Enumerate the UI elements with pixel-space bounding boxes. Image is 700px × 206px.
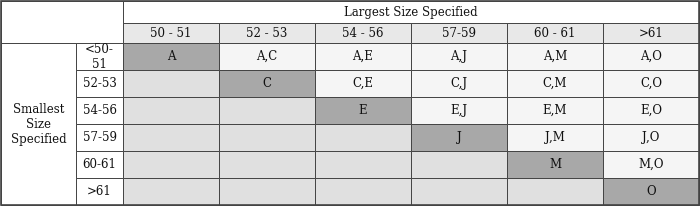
Bar xyxy=(76,70,123,97)
Text: M: M xyxy=(549,158,561,171)
Text: 54-56: 54-56 xyxy=(83,104,116,117)
Bar xyxy=(123,178,219,205)
Bar xyxy=(507,43,603,70)
Bar xyxy=(411,124,507,151)
Bar xyxy=(507,70,603,97)
Bar xyxy=(123,97,219,124)
Text: A,J: A,J xyxy=(451,50,468,63)
Bar xyxy=(1,43,76,205)
Text: A,M: A,M xyxy=(542,50,567,63)
Bar xyxy=(411,97,507,124)
Text: E,O: E,O xyxy=(640,104,662,117)
Bar xyxy=(507,151,603,178)
Text: J,M: J,M xyxy=(545,131,565,144)
Bar xyxy=(219,23,315,43)
Bar xyxy=(219,151,315,178)
Text: <50-
51: <50- 51 xyxy=(85,42,114,70)
Bar xyxy=(411,43,507,70)
Text: 52-53: 52-53 xyxy=(83,77,116,90)
Bar xyxy=(507,23,603,43)
Text: C,M: C,M xyxy=(542,77,567,90)
Bar xyxy=(219,43,315,70)
Text: C: C xyxy=(262,77,272,90)
Bar xyxy=(76,43,123,70)
Bar xyxy=(603,70,699,97)
Bar xyxy=(123,1,699,23)
Bar xyxy=(76,151,123,178)
Text: 60 - 61: 60 - 61 xyxy=(534,27,575,40)
Text: >61: >61 xyxy=(638,27,664,40)
Bar xyxy=(123,124,219,151)
Bar xyxy=(315,151,411,178)
Bar xyxy=(603,124,699,151)
Bar xyxy=(123,43,219,70)
Bar xyxy=(603,43,699,70)
Text: C,O: C,O xyxy=(640,77,662,90)
Text: E: E xyxy=(358,104,368,117)
Bar xyxy=(219,124,315,151)
Text: C,J: C,J xyxy=(450,77,468,90)
Bar xyxy=(219,178,315,205)
Bar xyxy=(76,97,123,124)
Text: M,O: M,O xyxy=(638,158,664,171)
Text: A,E: A,E xyxy=(353,50,373,63)
Text: O: O xyxy=(646,185,656,198)
Text: A: A xyxy=(167,50,175,63)
Bar xyxy=(507,97,603,124)
Bar xyxy=(315,124,411,151)
Bar xyxy=(219,97,315,124)
Text: E,M: E,M xyxy=(542,104,567,117)
Text: C,E: C,E xyxy=(353,77,374,90)
Bar xyxy=(315,43,411,70)
Text: Smallest
Size
Specified: Smallest Size Specified xyxy=(10,103,66,145)
Bar xyxy=(219,70,315,97)
Text: >61: >61 xyxy=(87,185,112,198)
Bar xyxy=(1,1,123,43)
Bar xyxy=(76,124,123,151)
Bar xyxy=(603,151,699,178)
Bar xyxy=(411,151,507,178)
Bar xyxy=(603,178,699,205)
Text: E,J: E,J xyxy=(450,104,468,117)
Text: A,O: A,O xyxy=(640,50,662,63)
Bar xyxy=(603,97,699,124)
Bar xyxy=(315,70,411,97)
Text: 57-59: 57-59 xyxy=(442,27,476,40)
Bar xyxy=(315,97,411,124)
Text: 50 - 51: 50 - 51 xyxy=(150,27,192,40)
Bar xyxy=(603,23,699,43)
Text: J: J xyxy=(456,131,461,144)
Text: 54 - 56: 54 - 56 xyxy=(342,27,384,40)
Text: J,O: J,O xyxy=(643,131,659,144)
Bar xyxy=(507,178,603,205)
Text: A,C: A,C xyxy=(256,50,278,63)
Text: 57-59: 57-59 xyxy=(83,131,116,144)
Bar xyxy=(411,178,507,205)
Bar xyxy=(76,178,123,205)
Bar xyxy=(411,23,507,43)
Bar xyxy=(411,70,507,97)
Bar xyxy=(123,151,219,178)
Text: Largest Size Specified: Largest Size Specified xyxy=(344,6,478,19)
Bar xyxy=(123,70,219,97)
Bar xyxy=(507,124,603,151)
Bar xyxy=(123,23,219,43)
Bar xyxy=(315,23,411,43)
Text: 60-61: 60-61 xyxy=(83,158,116,171)
Bar xyxy=(315,178,411,205)
Text: 52 - 53: 52 - 53 xyxy=(246,27,288,40)
